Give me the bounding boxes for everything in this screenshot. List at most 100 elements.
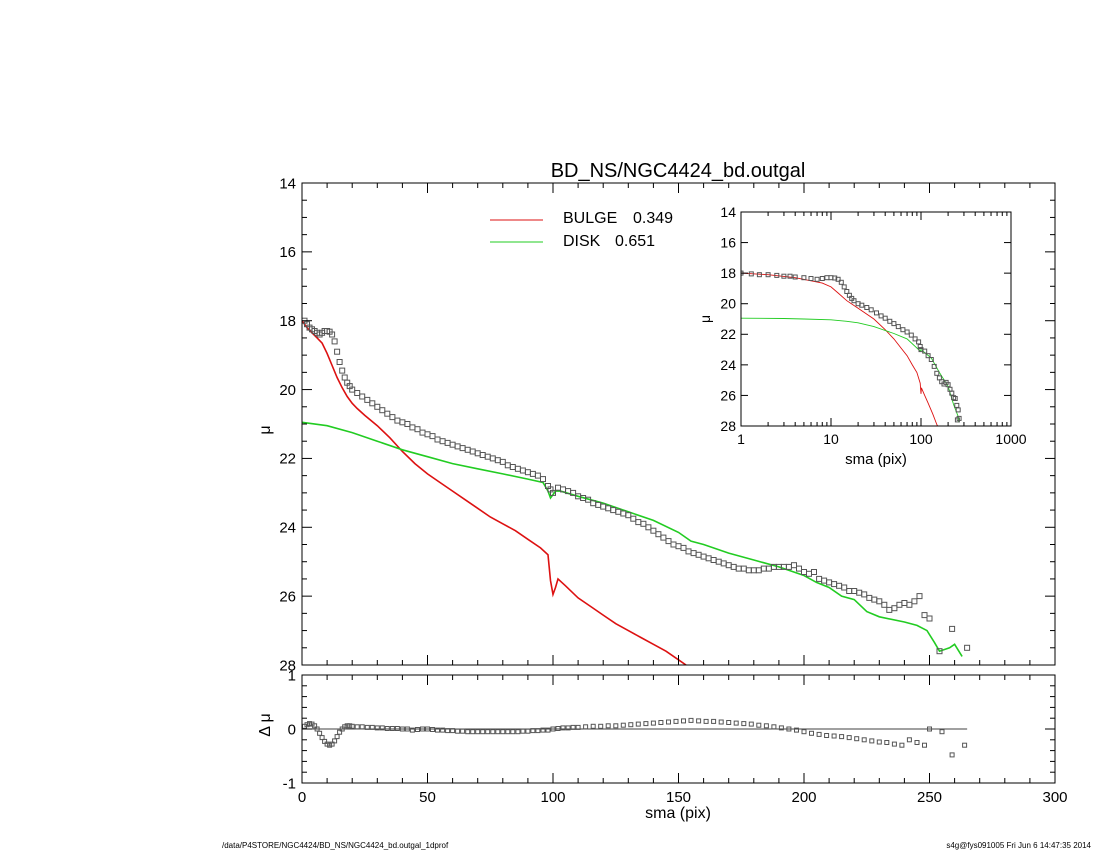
data-point <box>660 534 667 541</box>
residual-point <box>861 737 867 743</box>
data-point <box>429 433 436 440</box>
residual-point <box>570 724 576 730</box>
residual-point <box>490 729 496 735</box>
inset-data-point <box>801 275 807 281</box>
residual-point <box>839 734 845 740</box>
inset-ytick-label: 26 <box>720 387 736 403</box>
inset-data-point <box>835 276 841 282</box>
residual-point <box>520 728 526 734</box>
inset-frame <box>740 211 1012 427</box>
data-point <box>610 507 617 514</box>
residual-point <box>359 724 365 730</box>
inset-data-point <box>912 336 918 342</box>
data-point <box>886 606 893 613</box>
residual-point <box>786 726 792 732</box>
data-point <box>570 489 577 496</box>
data-point <box>836 582 843 589</box>
residual-point <box>560 725 566 731</box>
legend: BULGE 0.349 DISK 0.651 <box>490 210 673 250</box>
residual-point <box>535 728 541 734</box>
inset-background <box>741 212 1011 426</box>
data-point <box>419 429 426 436</box>
data-point <box>745 567 752 574</box>
residual-series-group <box>302 717 968 758</box>
data-point <box>846 588 853 594</box>
residual-xtick-label: 50 <box>419 789 436 806</box>
data-point <box>645 524 652 531</box>
residual-ytick-label: 1 <box>288 667 296 684</box>
inset-xtick-label: 100 <box>909 431 933 447</box>
inset-xtick-label: 1000 <box>995 431 1026 447</box>
residual-point <box>778 725 784 731</box>
residual-point <box>681 718 686 724</box>
residual-point <box>450 728 456 734</box>
residual-point <box>794 727 799 733</box>
inset-data-point <box>916 339 922 345</box>
data-point <box>740 565 747 572</box>
data-point <box>524 469 531 476</box>
inset-ytick-label: 22 <box>720 326 736 342</box>
data-point <box>876 598 883 605</box>
inset-data-point <box>781 273 787 279</box>
residual-point <box>899 742 905 748</box>
inset-xtick-label: 1 <box>737 431 745 447</box>
residual-point <box>420 726 425 732</box>
legend-disk-value: 0.651 <box>615 233 655 250</box>
residual-point <box>666 719 671 725</box>
residual-point <box>364 724 370 730</box>
data-point <box>334 348 341 355</box>
data-point <box>811 569 817 575</box>
inset-data-point <box>756 272 762 278</box>
data-point <box>484 453 491 460</box>
residual-point <box>510 729 516 735</box>
main-ytick-label: 26 <box>279 588 296 605</box>
residual-y-label: Δ μ <box>257 713 274 736</box>
inset-data-point <box>808 276 814 281</box>
residual-point <box>425 726 430 732</box>
data-point <box>856 589 863 596</box>
residual-point <box>733 720 739 726</box>
data-point <box>725 562 732 569</box>
residual-point <box>927 726 932 732</box>
data-point <box>615 508 622 515</box>
data-point <box>680 544 687 551</box>
data-point <box>369 400 376 407</box>
data-point <box>916 593 923 600</box>
data-point <box>826 579 833 586</box>
residual-point <box>809 730 814 736</box>
residual-point <box>379 725 385 731</box>
residual-point <box>590 723 596 729</box>
data-point <box>394 417 401 424</box>
residual-xtick-label: 0 <box>298 789 306 806</box>
inset-data-point <box>844 289 850 294</box>
residual-point <box>384 726 390 731</box>
inset-data-point <box>765 272 771 278</box>
data-point <box>871 596 878 603</box>
data-point <box>399 419 406 426</box>
residual-point <box>703 718 709 724</box>
data-point <box>630 515 637 522</box>
data-point <box>620 510 627 517</box>
residual-xtick-label: 150 <box>666 789 691 806</box>
inset-ytick-label: 20 <box>720 296 736 312</box>
inset-ytick-label: 16 <box>720 234 736 250</box>
inset-data-point <box>945 382 951 388</box>
residual-point <box>748 721 754 727</box>
data-point <box>424 431 431 438</box>
residual-point <box>575 724 581 730</box>
data-point <box>650 527 657 534</box>
inset-y-label: μ <box>697 315 713 323</box>
legend-disk-name: DISK <box>563 233 601 250</box>
data-point <box>504 462 511 469</box>
residual-point <box>480 729 486 735</box>
data-point <box>474 450 481 457</box>
data-point <box>509 464 516 470</box>
main-ytick-label: 18 <box>279 313 296 330</box>
data-point <box>700 553 707 560</box>
inset-axes: 14 16 18 20 22 24 26 281 10 100 1000 <box>720 204 1026 447</box>
data-point <box>720 560 727 567</box>
inset-data-point <box>904 329 910 335</box>
residual-point <box>530 728 536 734</box>
data-point <box>379 407 386 414</box>
